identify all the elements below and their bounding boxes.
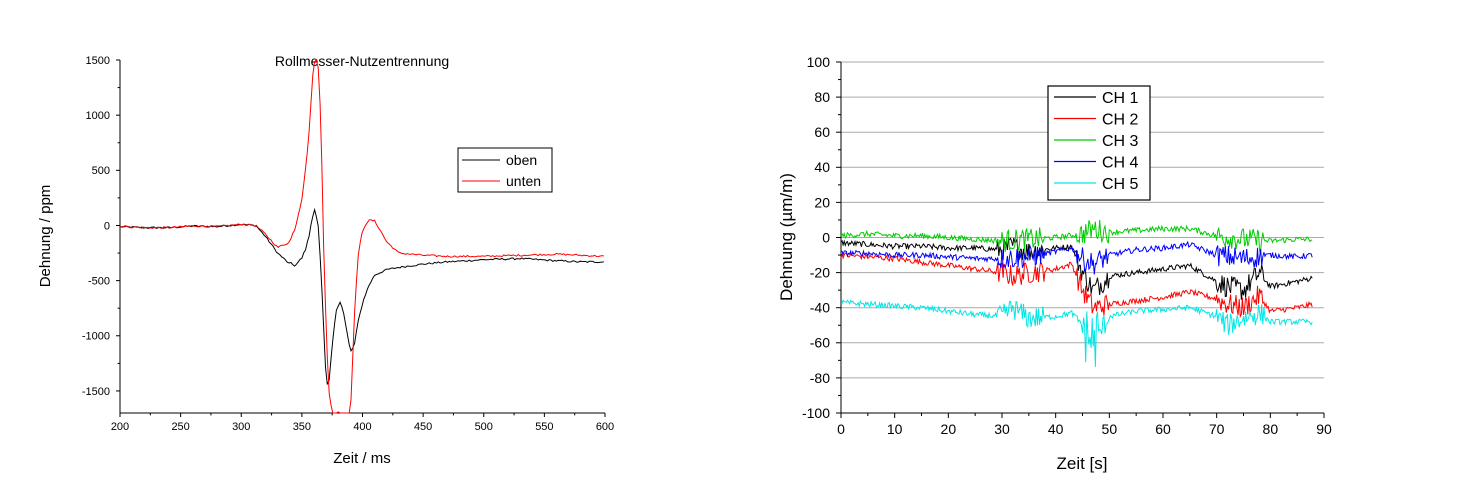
series-line-ch-5 (840, 299, 1313, 367)
x-tick-label: 600 (596, 421, 614, 433)
legend: CH 1 CH 2 CH 3 CH 4 CH 5 (1047, 85, 1151, 201)
x-tick-label: 20 (941, 421, 957, 437)
x-tick-label: 10 (887, 421, 903, 437)
y-tick-label: -500 (88, 275, 110, 287)
y-tick-label: -100 (802, 405, 830, 421)
y-tick-label: 20 (814, 194, 830, 210)
legend-label: CH 5 (1102, 176, 1139, 193)
axis-ticks: 0 10 20 30 40 50 60 70 80 90 -100 -80 -60 -40 -20 0 20 40… (802, 54, 1332, 437)
chart-title: Rollmesser-Nutzentrennung (275, 53, 449, 69)
x-tick-label: 400 (353, 421, 371, 433)
x-tick-label: 200 (111, 421, 129, 433)
chart-channels: 0 10 20 30 40 50 60 70 80 90 -100 -80 -60 -40 -20 0 20 40… (777, 54, 1332, 473)
x-tick-label: 40 (1048, 421, 1064, 437)
y-tick-label: 40 (814, 159, 830, 175)
series-line-ch-2 (840, 252, 1313, 319)
plot-area (840, 219, 1313, 367)
y-tick-label: 0 (104, 220, 110, 232)
x-tick-label: 450 (414, 421, 432, 433)
y-tick-label: 1500 (86, 55, 110, 67)
y-tick-label: -1500 (82, 386, 110, 398)
legend-label: CH 3 (1102, 133, 1139, 150)
x-tick-label: 250 (171, 421, 189, 433)
x-tick-label: 80 (1263, 421, 1279, 437)
x-tick-label: 550 (535, 421, 553, 433)
x-tick-label: 30 (994, 421, 1010, 437)
axis-ticks: 200 250 300 350 400 450 500 550 600 -1500 -1000 -50… (82, 55, 614, 433)
x-tick-label: 90 (1316, 421, 1332, 437)
series-line-ch-3 (840, 219, 1313, 253)
y-axis-label: Dehnung / ppm (37, 185, 54, 288)
y-tick-label: 100 (807, 54, 831, 70)
x-tick-label: 60 (1155, 421, 1171, 437)
y-axis-label: Dehnung (µm/m) (777, 173, 796, 301)
legend-label: CH 4 (1102, 155, 1139, 172)
y-tick-label: -20 (810, 265, 830, 281)
y-tick-label: 0 (822, 229, 830, 245)
legend-box (1047, 85, 1151, 201)
x-axis-label: Zeit / ms (333, 450, 391, 467)
plot-area (119, 59, 604, 414)
chart-rollmesser: Rollmesser-Nutzentrennung 200 250 300 350 40… (37, 53, 614, 467)
x-tick-label: 350 (293, 421, 311, 433)
x-tick-label: 70 (1209, 421, 1225, 437)
x-tick-label: 50 (1102, 421, 1118, 437)
y-tick-label: 60 (814, 124, 830, 140)
y-tick-label: -40 (810, 300, 830, 316)
x-tick-label: 0 (837, 421, 845, 437)
legend-label-oben: oben (506, 152, 537, 168)
legend-label: CH 1 (1102, 90, 1139, 107)
y-tick-label: 500 (92, 165, 110, 177)
y-tick-label: -80 (810, 370, 830, 386)
y-tick-label: -1000 (82, 331, 110, 343)
legend-label: CH 2 (1102, 112, 1139, 129)
y-tick-label: -60 (810, 335, 830, 351)
legend-box (457, 147, 553, 193)
y-tick-label: 1000 (86, 110, 110, 122)
legend-label-unten: unten (506, 173, 541, 189)
x-tick-label: 500 (475, 421, 493, 433)
x-axis-label: Zeit [s] (1056, 454, 1107, 473)
y-tick-label: 80 (814, 89, 830, 105)
legend: oben unten (457, 147, 553, 193)
x-tick-label: 300 (232, 421, 250, 433)
series-line-unten (119, 59, 604, 414)
series-line-ch-4 (840, 240, 1313, 275)
